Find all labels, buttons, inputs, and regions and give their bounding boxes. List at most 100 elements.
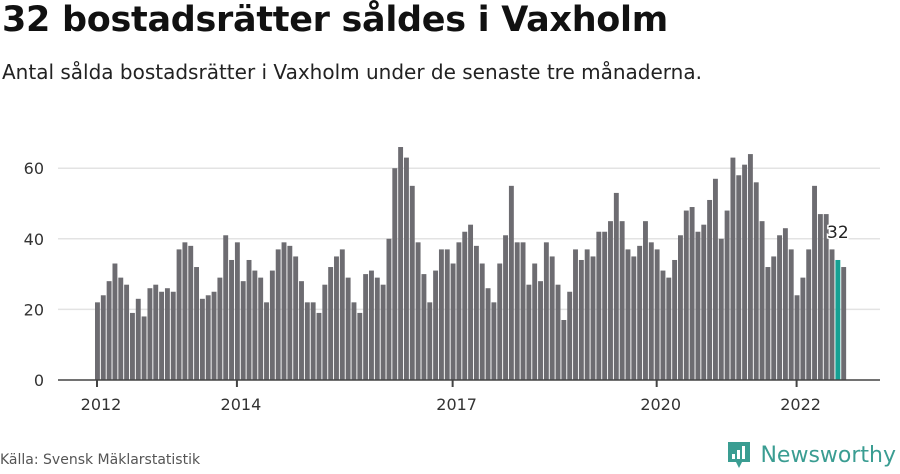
bar [299, 281, 304, 380]
bar [736, 175, 742, 380]
bar [304, 302, 310, 380]
page-title: 32 bostadsrätter såldes i Vaxholm [2, 0, 668, 40]
bar [199, 298, 205, 380]
bar [159, 291, 165, 380]
bar [287, 245, 293, 380]
bar [450, 263, 456, 380]
bar [584, 249, 590, 380]
bar [753, 182, 759, 380]
bar [631, 256, 637, 380]
bar [561, 319, 567, 380]
bar [234, 242, 240, 380]
bar [672, 259, 678, 380]
bar [514, 242, 520, 380]
bar [777, 235, 783, 380]
bar [374, 277, 380, 380]
bar [485, 288, 491, 380]
bar [182, 242, 188, 380]
bar [106, 281, 112, 380]
bar [240, 281, 246, 380]
bar [765, 267, 771, 380]
bar [608, 221, 613, 380]
bar [648, 242, 654, 380]
bar [328, 267, 334, 380]
bar [345, 277, 351, 380]
bar [357, 312, 363, 380]
bar [619, 221, 625, 380]
bar [438, 249, 444, 380]
bar [678, 235, 683, 380]
bar [771, 256, 777, 380]
svg-text:2020: 2020 [640, 395, 681, 414]
bar [316, 312, 322, 380]
bar [398, 147, 404, 380]
bar [497, 263, 503, 380]
bar [194, 267, 200, 380]
bar [135, 298, 141, 380]
bar [246, 259, 252, 380]
bar [444, 249, 450, 380]
bar [707, 199, 713, 380]
bar [835, 259, 841, 380]
bar [491, 302, 497, 380]
bar [421, 274, 427, 380]
bar [264, 302, 269, 380]
bar [339, 249, 345, 380]
bar [788, 249, 794, 380]
bar [555, 284, 561, 380]
svg-text:2012: 2012 [81, 395, 122, 414]
bar [526, 284, 532, 380]
bar [759, 221, 765, 380]
brand-name: Newsworthy [760, 442, 896, 468]
svg-text:20: 20 [24, 300, 44, 319]
svg-text:2017: 2017 [436, 395, 477, 414]
bar [683, 210, 689, 380]
bar [730, 157, 736, 380]
bar [147, 288, 153, 380]
bars [95, 147, 847, 380]
page-subtitle: Antal sålda bostadsrätter i Vaxholm unde… [2, 60, 702, 84]
bar [596, 231, 602, 380]
bar [841, 267, 847, 380]
bar [782, 228, 788, 380]
bar [473, 245, 479, 380]
bar [427, 302, 433, 380]
bar [695, 231, 701, 380]
bar [124, 284, 130, 380]
bar [188, 245, 194, 380]
bar [643, 221, 648, 380]
brand-logo[interactable]: Newsworthy [726, 440, 896, 470]
bar [479, 263, 485, 380]
bar [567, 291, 573, 380]
bar [602, 231, 608, 380]
bar [153, 284, 159, 380]
bar [380, 284, 386, 380]
bar [211, 291, 217, 380]
svg-text:32: 32 [827, 223, 849, 243]
svg-text:60: 60 [24, 159, 44, 178]
bar [573, 249, 578, 380]
bar [508, 185, 514, 380]
bar [613, 192, 619, 380]
bar [170, 291, 176, 380]
bar [712, 178, 718, 380]
bar [351, 302, 357, 380]
bar [578, 259, 584, 380]
bar [112, 263, 118, 380]
bar [217, 277, 223, 380]
bar [369, 270, 374, 380]
bar [386, 238, 392, 380]
bar [252, 270, 258, 380]
bar [293, 256, 299, 380]
bar [532, 263, 538, 380]
bar [666, 277, 672, 380]
bar [689, 207, 695, 380]
bar [176, 249, 182, 380]
bar [637, 245, 643, 380]
svg-text:0: 0 [34, 371, 44, 390]
bar [724, 210, 730, 380]
bar [433, 270, 439, 380]
bar [823, 214, 829, 380]
bar [281, 242, 287, 380]
bar-chart: 0 20 40 60 2012 2014 2017 2020 2022 32 [24, 147, 880, 414]
